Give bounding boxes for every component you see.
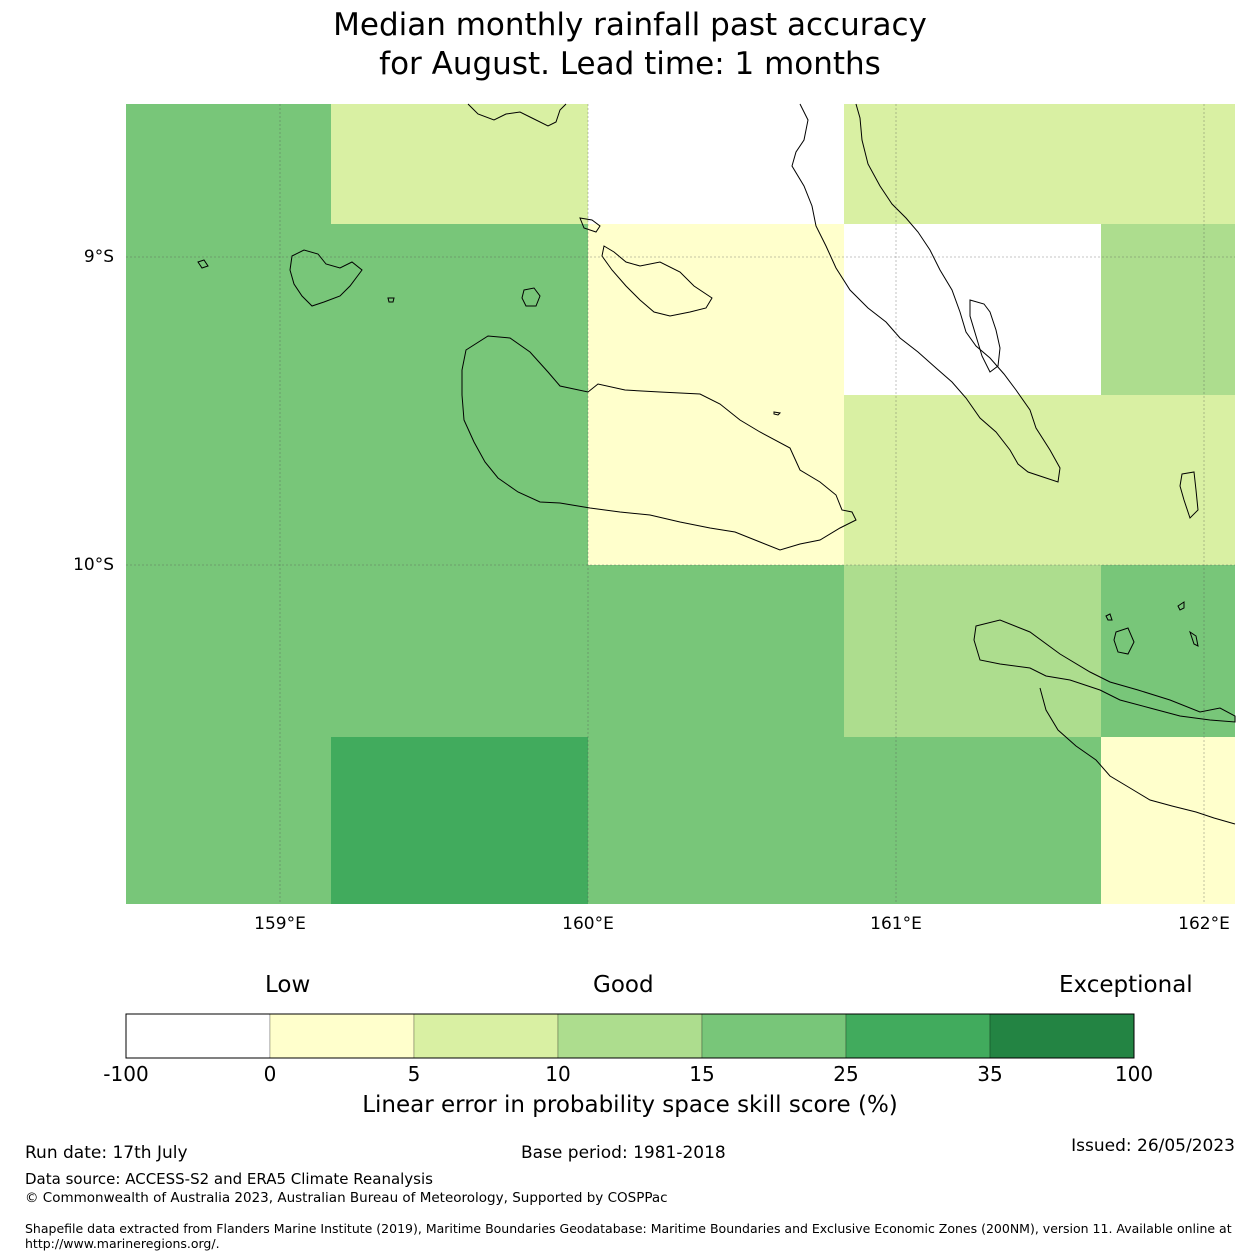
- colorbar-segment: [701, 1013, 847, 1059]
- skill-cell: [588, 737, 844, 904]
- colorbar-tick: 35: [977, 1062, 1003, 1086]
- skill-grid: [126, 104, 1235, 904]
- colorbar-segment: [989, 1013, 1135, 1059]
- coastline-florida-islands: [601, 245, 713, 317]
- skill-cell: [331, 737, 588, 904]
- lat-label-10s: 10°S: [73, 555, 114, 575]
- colorbar-tick: 100: [1114, 1062, 1154, 1086]
- skill-cell: [844, 224, 1101, 395]
- coastline-small-isle-6: [1189, 630, 1199, 647]
- skill-cell: [126, 395, 331, 565]
- legend-good-label: Good: [593, 972, 654, 998]
- base-period: Base period: 1981-2018: [521, 1143, 726, 1163]
- coastline-small-isle-5: [1177, 601, 1185, 611]
- skill-cell: [588, 565, 844, 737]
- coastlines: [197, 103, 1236, 825]
- data-source: Data source: ACCESS-S2 and ERA5 Climate …: [25, 1170, 433, 1188]
- skill-cell: [844, 565, 1101, 737]
- coastline-north-islands: [467, 103, 567, 127]
- colorbar-segment: [269, 1013, 415, 1059]
- map-title-line2: for August. Lead time: 1 months: [379, 46, 881, 82]
- coastline-makira-south: [1039, 687, 1236, 825]
- coastline-ulawa: [1179, 471, 1199, 519]
- skill-cell: [126, 224, 331, 395]
- skill-cell: [1101, 737, 1235, 904]
- colorbar-segment: [557, 1013, 703, 1059]
- issued-date: Issued: 26/05/2023: [1071, 1136, 1235, 1156]
- shapefile-credit-line1: Shapefile data extracted from Flanders M…: [25, 1221, 1232, 1236]
- skill-cell: [331, 224, 588, 395]
- lon-label-159e: 159°E: [254, 914, 306, 934]
- lat-label-9s: 9°S: [84, 247, 114, 267]
- skill-cell: [844, 737, 1101, 904]
- colorbar-tick: 0: [263, 1062, 277, 1086]
- shapefile-credit-line2: http://www.marineregions.org/.: [25, 1236, 220, 1251]
- coastline-small-isle-2: [387, 297, 395, 303]
- colorbar-tick: 25: [833, 1062, 859, 1086]
- colorbar: [125, 1013, 1135, 1059]
- coastline-guadalcanal: [461, 335, 857, 551]
- colorbar-tick: 10: [545, 1062, 571, 1086]
- graticule: [126, 104, 1235, 904]
- colorbar-label: Linear error in probability space skill …: [362, 1092, 898, 1118]
- coastline-small-isle-4: [1105, 613, 1113, 621]
- skill-cell: [588, 224, 844, 395]
- legend-low-label: Low: [265, 972, 311, 998]
- coastline-makira: [973, 619, 1236, 723]
- map-title-line1: Median monthly rainfall past accuracy: [333, 7, 927, 43]
- lon-label-160e: 160°E: [562, 914, 614, 934]
- colorbar-segment: [845, 1013, 991, 1059]
- coastline-small-malaita: [969, 299, 1001, 373]
- skill-cell: [331, 395, 588, 565]
- copyright: © Commonwealth of Australia 2023, Austra…: [25, 1190, 668, 1206]
- skill-cell: [1101, 104, 1235, 224]
- colorbar-segment: [125, 1013, 271, 1059]
- skill-cell: [331, 104, 588, 224]
- skill-cell: [1101, 565, 1235, 737]
- skill-cell: [844, 104, 1101, 224]
- skill-cell: [126, 737, 331, 904]
- skill-cell: [126, 565, 331, 737]
- colorbar-frame: [125, 1013, 1135, 1059]
- run-date: Run date: 17th July: [25, 1143, 188, 1163]
- skill-cell: [331, 565, 588, 737]
- coastline-santa-ana: [1113, 627, 1135, 655]
- lon-label-162e: 162°E: [1178, 914, 1230, 934]
- colorbar-segment: [413, 1013, 559, 1059]
- skill-cell: [844, 395, 1101, 565]
- colorbar-tick: 15: [689, 1062, 715, 1086]
- coastline-malaita: [791, 103, 1061, 483]
- skill-cell: [588, 104, 844, 224]
- skill-cell: [1101, 224, 1235, 395]
- skill-cell: [126, 104, 331, 224]
- coastline-ngella-west: [579, 217, 601, 233]
- skill-cell: [588, 395, 844, 565]
- coastline-small-isle-3: [773, 411, 782, 416]
- colorbar-tick: 5: [407, 1062, 421, 1086]
- skill-cell: [1101, 395, 1235, 565]
- legend-exceptional-label: Exceptional: [1059, 972, 1193, 998]
- coastline-small-isle-1: [197, 259, 209, 269]
- colorbar-tick: -100: [103, 1062, 149, 1086]
- lon-label-161e: 161°E: [870, 914, 922, 934]
- coastline-savo: [521, 287, 541, 307]
- coastline-russell-islands: [289, 249, 363, 307]
